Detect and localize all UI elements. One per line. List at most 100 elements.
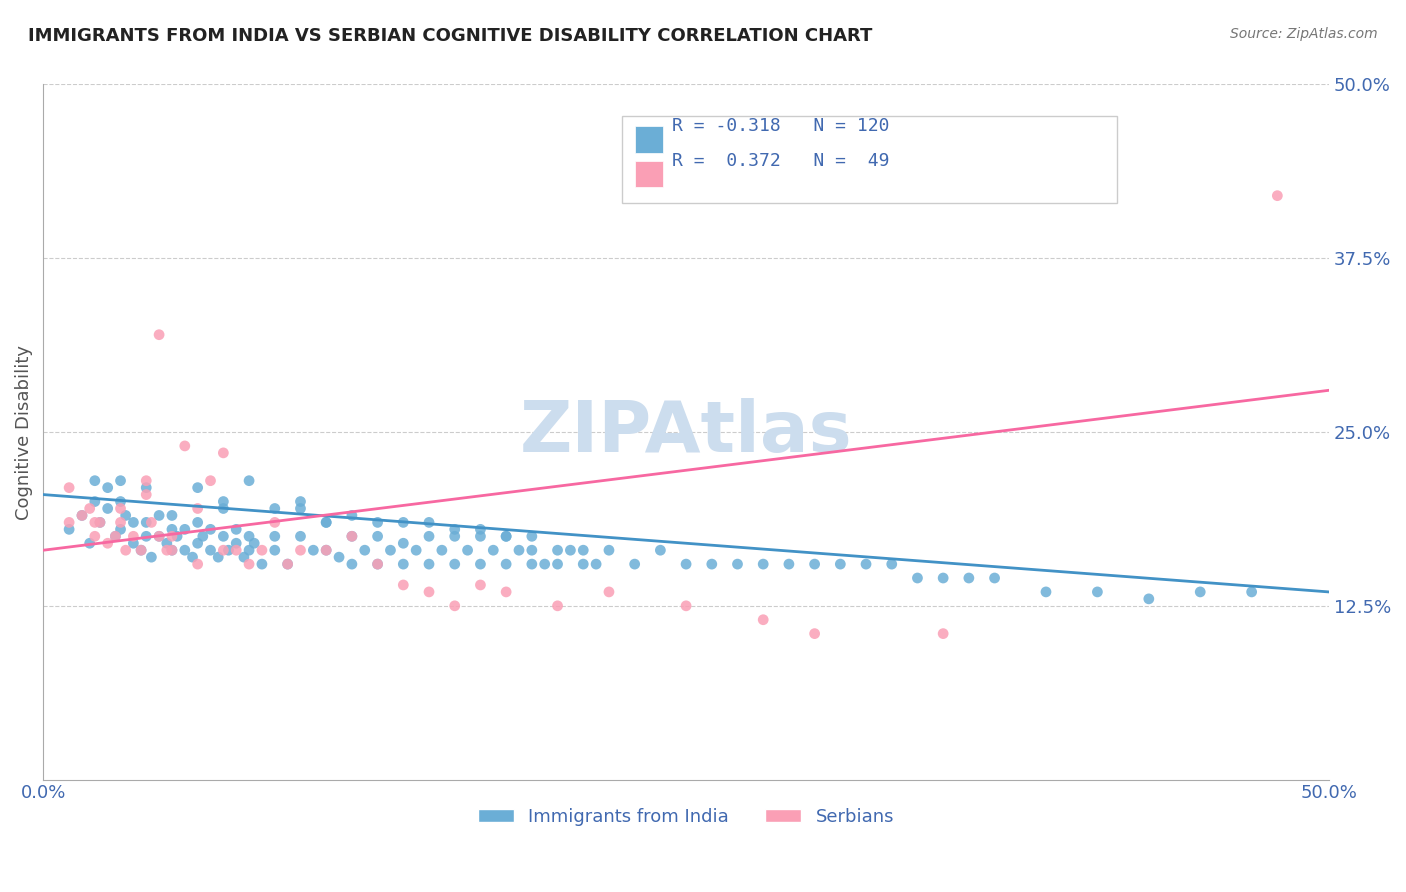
Point: [58, 516, 80, 530]
Point: [520, 557, 543, 571]
Point: [156, 543, 179, 558]
Point: [263, 501, 285, 516]
Point: [156, 536, 179, 550]
Point: [470, 522, 492, 536]
Point: [598, 543, 620, 558]
Text: R = -0.318   N = 120: R = -0.318 N = 120: [672, 117, 890, 135]
Point: [200, 543, 222, 558]
Point: [243, 536, 266, 550]
Point: [83, 516, 105, 530]
Point: [752, 557, 775, 571]
Point: [135, 474, 157, 488]
Point: [585, 557, 607, 571]
Point: [727, 557, 749, 571]
Point: [148, 327, 170, 342]
Point: [353, 543, 375, 558]
Point: [83, 529, 105, 543]
Point: [225, 522, 247, 536]
Point: [623, 557, 645, 571]
Point: [122, 516, 145, 530]
Point: [405, 543, 427, 558]
Point: [932, 626, 955, 640]
Point: [957, 571, 980, 585]
FancyBboxPatch shape: [634, 161, 664, 187]
Point: [418, 529, 440, 543]
Text: R =  0.372   N =  49: R = 0.372 N = 49: [672, 153, 890, 170]
Y-axis label: Cognitive Disability: Cognitive Disability: [15, 344, 32, 519]
Point: [880, 557, 903, 571]
Point: [122, 529, 145, 543]
Point: [110, 494, 132, 508]
Point: [97, 536, 120, 550]
Point: [367, 557, 389, 571]
Point: [392, 557, 415, 571]
Point: [212, 494, 235, 508]
Point: [932, 571, 955, 585]
FancyBboxPatch shape: [621, 116, 1116, 202]
Point: [1240, 585, 1263, 599]
Point: [277, 557, 299, 571]
Point: [187, 481, 209, 495]
Point: [700, 557, 723, 571]
Point: [97, 481, 120, 495]
Point: [803, 626, 825, 640]
Point: [104, 529, 127, 543]
Point: [135, 516, 157, 530]
Point: [650, 543, 672, 558]
Point: [250, 543, 273, 558]
Point: [340, 529, 363, 543]
Point: [392, 578, 415, 592]
Point: [547, 599, 569, 613]
Point: [148, 508, 170, 523]
Point: [104, 529, 127, 543]
Point: [1137, 591, 1160, 606]
Point: [148, 529, 170, 543]
Point: [212, 446, 235, 460]
Point: [855, 557, 877, 571]
Point: [218, 543, 240, 558]
Point: [173, 522, 195, 536]
Point: [191, 529, 214, 543]
Point: [114, 543, 136, 558]
Point: [830, 557, 852, 571]
Point: [110, 516, 132, 530]
Point: [495, 529, 517, 543]
Point: [983, 571, 1005, 585]
Point: [83, 494, 105, 508]
Point: [160, 522, 183, 536]
Point: [572, 557, 595, 571]
Point: [83, 474, 105, 488]
Point: [392, 536, 415, 550]
Point: [470, 557, 492, 571]
Point: [225, 536, 247, 550]
Point: [89, 516, 111, 530]
Point: [418, 516, 440, 530]
Point: [207, 550, 229, 565]
Point: [380, 543, 402, 558]
Point: [160, 543, 183, 558]
Point: [263, 529, 285, 543]
Point: [367, 516, 389, 530]
Point: [1265, 188, 1288, 202]
Point: [328, 550, 350, 565]
Point: [482, 543, 505, 558]
Point: [443, 557, 465, 571]
Point: [135, 481, 157, 495]
Point: [547, 557, 569, 571]
Point: [187, 501, 209, 516]
Point: [290, 494, 312, 508]
Point: [392, 516, 415, 530]
Point: [302, 543, 325, 558]
Point: [129, 543, 152, 558]
Point: [598, 585, 620, 599]
Point: [58, 522, 80, 536]
Point: [141, 550, 163, 565]
Point: [470, 529, 492, 543]
Point: [1035, 585, 1057, 599]
Point: [340, 508, 363, 523]
Point: [110, 474, 132, 488]
Point: [141, 516, 163, 530]
Point: [58, 481, 80, 495]
Point: [315, 543, 337, 558]
Point: [225, 543, 247, 558]
